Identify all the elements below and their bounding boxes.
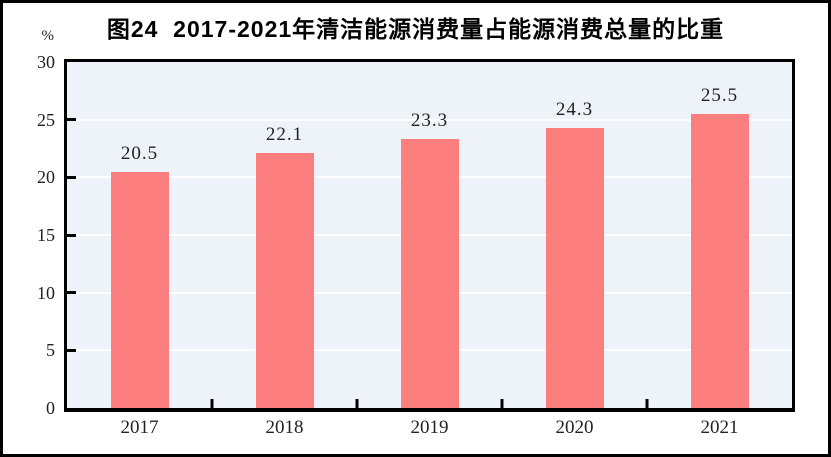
x-axis-label-2021: 2021 <box>700 417 739 438</box>
bar-2017 <box>110 171 169 408</box>
bar-2018 <box>255 153 314 408</box>
x-axis-label-2018: 2018 <box>265 417 304 438</box>
x-axis-label-2020: 2020 <box>555 417 594 438</box>
gridline <box>67 118 792 121</box>
y-axis-tick <box>67 175 76 179</box>
y-axis-label-15: 15 <box>37 225 55 245</box>
x-axis-tick <box>500 399 504 408</box>
x-axis-tick <box>645 399 649 408</box>
y-axis-label-5: 5 <box>46 340 55 361</box>
bar-value-label: 25.5 <box>700 84 739 106</box>
bar-2019 <box>400 139 459 408</box>
plot-area: 20.5 22.1 23.3 24.3 25.5 <box>64 59 795 412</box>
x-axis-label-2019: 2019 <box>410 417 449 438</box>
bar-2020 <box>545 127 604 408</box>
y-axis-label-20: 20 <box>37 167 55 188</box>
y-axis-tick <box>67 291 76 295</box>
y-axis-label-30: 30 <box>37 52 55 72</box>
y-axis-tick <box>67 118 76 122</box>
bar-2021 <box>690 113 749 408</box>
x-axis-tick <box>210 399 214 408</box>
y-axis-label-25: 25 <box>37 109 55 130</box>
x-axis-tick <box>355 399 359 408</box>
y-axis-label-0: 0 <box>46 398 55 418</box>
y-axis-tick <box>67 348 76 352</box>
bar-value-label: 22.1 <box>265 124 304 146</box>
y-axis-tick <box>67 233 76 237</box>
bar-value-label: 23.3 <box>410 110 449 132</box>
bar-value-label: 24.3 <box>555 98 594 120</box>
x-axis-label-2017: 2017 <box>120 417 159 438</box>
plot-inner: 20.5 22.1 23.3 24.3 25.5 <box>67 62 792 408</box>
bar-value-label: 20.5 <box>120 142 159 164</box>
y-axis-unit-label: % <box>41 28 55 44</box>
chart-title: 图24 2017-2021年清洁能源消费量占能源消费总量的比重 <box>106 16 725 42</box>
y-axis-label-10: 10 <box>37 282 55 303</box>
